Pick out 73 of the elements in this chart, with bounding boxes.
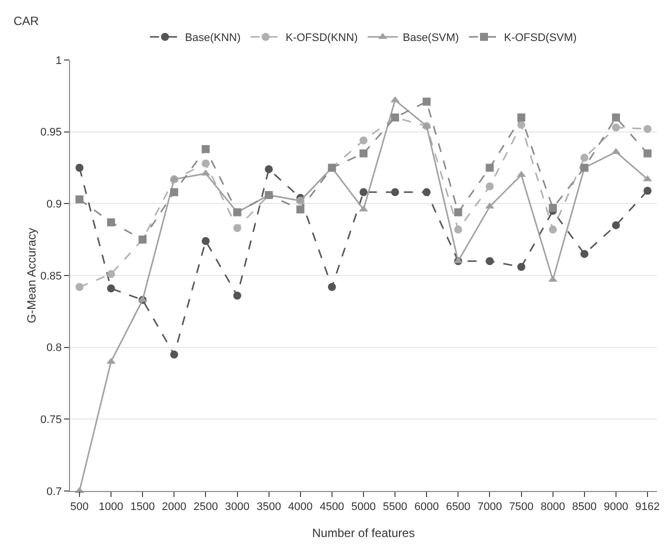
point: [202, 237, 210, 246]
x-axis-title: Number of features: [312, 526, 415, 540]
point: [296, 205, 304, 214]
point: [107, 284, 116, 292]
point: [202, 159, 210, 168]
y-tick-label: 0.95: [40, 126, 62, 139]
x-tick-label: 2500: [193, 501, 218, 514]
point: [75, 195, 84, 204]
x-tick-label: 7500: [509, 501, 534, 514]
point: [517, 120, 526, 129]
point: [107, 218, 116, 226]
point: [264, 165, 273, 174]
point: [548, 226, 557, 234]
legend-label: Base(SVM): [402, 32, 459, 44]
point: [486, 257, 494, 266]
x-tick-label: 8500: [572, 501, 597, 514]
point: [170, 188, 178, 196]
y-tick-label: 0.75: [40, 414, 62, 426]
point: [517, 113, 526, 122]
point: [580, 250, 588, 258]
chart-title: CAR: [13, 14, 40, 28]
x-tick-label: 1500: [130, 501, 155, 514]
point: [360, 188, 368, 196]
point: [644, 149, 652, 158]
x-tick-label: 9000: [604, 501, 628, 514]
x-tick-label: 5500: [382, 501, 408, 514]
point: [454, 226, 462, 234]
y-tick-label: 0.9: [46, 198, 62, 211]
x-tick-label: 4000: [288, 501, 313, 514]
x-tick-label: 7000: [478, 501, 502, 514]
y-tick-label: 0.8: [46, 342, 62, 354]
x-tick-label: 9162: [635, 501, 660, 514]
point: [644, 186, 652, 195]
x-tick-label: 6500: [446, 501, 470, 514]
point: [486, 164, 494, 172]
y-tick-label: 1: [56, 54, 62, 67]
y-tick-label: 0.7: [46, 486, 62, 498]
x-tick-label: 3000: [225, 501, 250, 514]
point: [233, 292, 242, 300]
x-tick-label: 1000: [98, 501, 124, 514]
point: [612, 113, 620, 122]
point: [548, 204, 557, 212]
point: [328, 282, 336, 291]
legend-label: Base(KNN): [185, 32, 241, 44]
point: [612, 124, 620, 132]
point: [360, 136, 368, 144]
x-tick-label: 2000: [162, 501, 186, 514]
x-tick-label: 8000: [540, 501, 566, 514]
point: [391, 188, 400, 196]
point: [233, 224, 242, 232]
point: [517, 262, 526, 271]
point: [644, 124, 652, 133]
point: [107, 270, 116, 278]
x-tick-label: 6000: [414, 501, 439, 514]
point: [454, 208, 462, 216]
point: [170, 350, 178, 359]
y-tick-label: 0.85: [40, 270, 62, 282]
y-axis-title: G-Mean Accuracy: [24, 228, 38, 324]
point: [422, 188, 431, 196]
legend-label: K-OFSD(KNN): [286, 32, 358, 44]
point: [75, 282, 84, 291]
point: [580, 154, 588, 162]
x-tick-label: 500: [70, 501, 89, 514]
legend-label: K-OFSD(SVM): [504, 32, 577, 44]
point: [75, 164, 84, 172]
x-tick-label: 5000: [351, 501, 376, 514]
point: [360, 149, 368, 158]
point: [202, 145, 210, 154]
x-tick-label: 3500: [256, 501, 282, 514]
point: [612, 221, 620, 230]
point: [486, 182, 494, 190]
point: [422, 98, 431, 106]
x-tick-label: 4500: [320, 501, 344, 514]
